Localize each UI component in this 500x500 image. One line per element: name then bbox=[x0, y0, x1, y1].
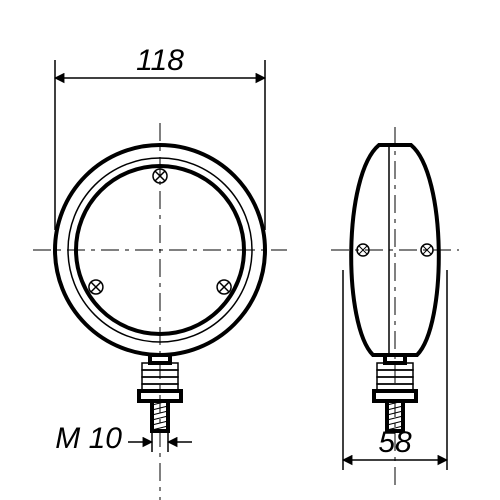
dimension-depth: 58 bbox=[378, 426, 412, 459]
dimension-width: 118 bbox=[136, 44, 184, 77]
dimension-thread: M 10 bbox=[55, 422, 122, 455]
